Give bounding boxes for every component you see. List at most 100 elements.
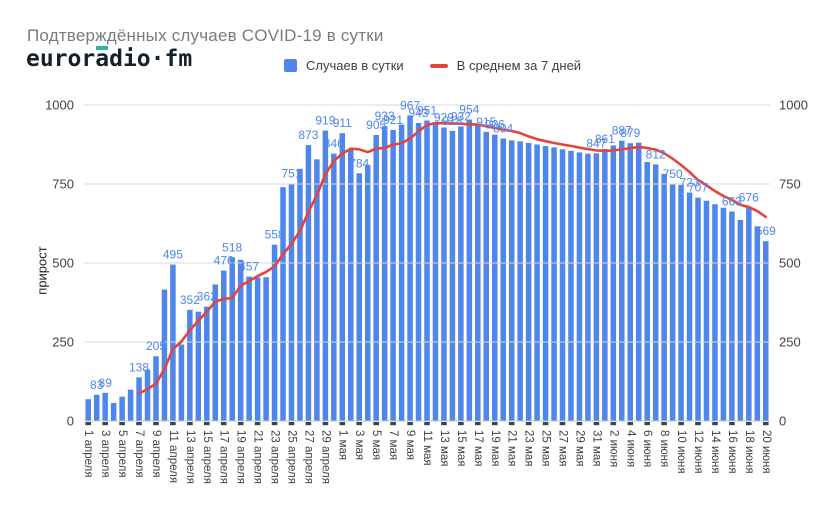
x-tick-label: 20 июня: [760, 430, 772, 474]
bar: [390, 129, 396, 421]
y-tick-label-left: 500: [52, 256, 74, 271]
bar: [229, 257, 235, 421]
y-tick-label-left: 1000: [45, 98, 74, 113]
x-axis-tick: [407, 422, 413, 426]
y-tick-label-right: 500: [779, 256, 801, 271]
bar: [271, 244, 278, 421]
bar: [254, 277, 261, 421]
logo-dot: ·: [150, 46, 165, 72]
x-axis-tick: [627, 422, 634, 426]
x-tick-label: 19 мая: [489, 430, 501, 467]
x-axis-tick: [136, 422, 142, 426]
legend-item-7day-average: В среднем за 7 дней: [429, 58, 581, 73]
y-tick-label-left: 0: [67, 414, 74, 429]
y-tick-label-left: 750: [52, 177, 74, 192]
x-tick-label: 8 июня: [658, 430, 670, 467]
bar: [517, 141, 523, 421]
x-axis-tick: [153, 422, 159, 426]
x-tick-label: 16 июня: [726, 430, 738, 474]
bar-value-label: 352: [180, 293, 200, 307]
x-tick-label: 15 мая: [455, 430, 467, 467]
chart-title: Подтверждённых случаев COVID-19 в сутки: [27, 26, 384, 45]
y-tick-label-right: 0: [779, 414, 786, 429]
bar-value-label: 495: [163, 248, 183, 262]
bar-value-label: 138: [129, 360, 149, 374]
chart-legend: Случаев в сутки В среднем за 7 дней: [284, 58, 581, 73]
bar: [508, 140, 515, 421]
x-tick-label: 25 мая: [540, 430, 552, 467]
bar: [119, 396, 125, 421]
x-tick-label: 3 мая: [353, 430, 365, 460]
x-axis-tick: [712, 422, 718, 426]
bar-value-label: 750: [663, 167, 683, 181]
bar-value-label: 921: [383, 113, 403, 127]
x-tick-label: 18 июня: [743, 430, 755, 474]
bar: [466, 119, 473, 421]
x-tick-label: 29 апреля: [319, 430, 331, 484]
y-axis-title: прирост: [34, 246, 50, 295]
bar: [161, 289, 168, 421]
x-tick-label: 13 апреля: [184, 430, 196, 484]
x-axis-tick: [695, 422, 701, 426]
bar-value-label: 476: [214, 254, 234, 268]
x-tick-label: 5 мая: [370, 430, 382, 460]
x-tick-label: 7 мая: [387, 430, 399, 460]
x-axis-tick: [390, 422, 396, 426]
x-axis-tick: [373, 422, 379, 426]
bar: [729, 211, 735, 421]
x-tick-label: 13 мая: [438, 430, 450, 467]
bar: [441, 127, 447, 421]
y-tick-label-right: 750: [779, 177, 801, 192]
bar: [220, 270, 227, 421]
bar: [398, 124, 405, 421]
x-axis-tick: [458, 422, 464, 426]
x-tick-label: 31 мая: [590, 430, 602, 467]
x-tick-label: 5 апреля: [116, 430, 128, 478]
seven-day-average-line: [137, 121, 768, 395]
bar: [763, 241, 769, 421]
bar: [381, 126, 388, 422]
bar: [652, 164, 659, 421]
x-tick-label: 21 апреля: [252, 430, 264, 484]
x-tick-label: 29 мая: [573, 430, 585, 467]
bar-value-label: 919: [315, 114, 335, 128]
x-tick-label: 6 июня: [641, 430, 653, 467]
x-axis-tick: [441, 422, 447, 426]
bar: [263, 277, 269, 421]
bar: [407, 115, 413, 422]
bar: [364, 165, 371, 421]
x-tick-label: 12 июня: [692, 430, 704, 474]
x-axis-tick: [492, 422, 498, 426]
x-axis-tick: [593, 422, 600, 426]
bar-value-label: 205: [146, 339, 166, 353]
bar: [475, 125, 481, 421]
bar: [449, 130, 456, 421]
legend-label-daily-cases: Случаев в сутки: [306, 58, 404, 73]
bar: [212, 284, 219, 421]
bar-value-label: 929: [434, 110, 454, 124]
bar: [288, 183, 295, 421]
bar-value-label: 663: [722, 195, 742, 209]
x-axis-tick: [542, 422, 549, 426]
bar: [551, 147, 557, 421]
x-tick-label: 15 апреля: [201, 430, 213, 484]
bar: [746, 207, 752, 421]
bar-value-label: 847: [586, 136, 606, 150]
bar: [85, 399, 91, 421]
x-axis-tick: [356, 422, 362, 426]
bar-value-label: 894: [493, 122, 513, 136]
y-tick-labels: 0 0 250 250 500 500 750 750 1000 1000: [45, 98, 808, 429]
bar: [585, 153, 591, 421]
bar-value-label: 915: [476, 115, 496, 129]
bar: [610, 145, 617, 421]
bar: [534, 144, 540, 421]
x-axis-tick: [424, 422, 430, 426]
bar: [627, 143, 634, 422]
x-tick-label: 9 апреля: [150, 430, 162, 478]
bar-value-label: 707: [688, 181, 708, 195]
y-tick-label-left: 250: [52, 335, 74, 350]
bar: [102, 392, 108, 421]
bar-value-label: 887: [612, 124, 632, 138]
